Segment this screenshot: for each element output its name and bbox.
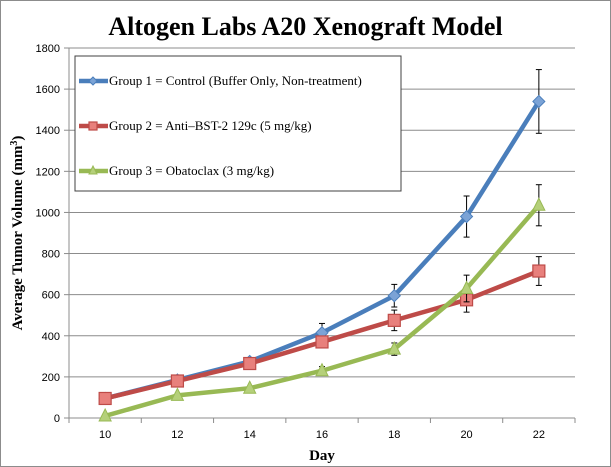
x-tick-label: 20 (460, 429, 472, 441)
series-3 (98, 184, 546, 422)
triangle-marker (459, 280, 474, 294)
triangle-marker (387, 341, 402, 355)
square-marker (315, 335, 329, 349)
diamond-marker (459, 209, 474, 224)
square-marker (98, 391, 112, 406)
triangle-marker (98, 407, 112, 422)
y-tick-label: 400 (42, 331, 60, 343)
triangle-marker (170, 387, 185, 401)
legend-item-3: Group 3 = Obatoclax (3 mg/kg) (79, 163, 274, 178)
square-marker (88, 121, 98, 131)
legend-item-2: Group 2 = Anti–BST-2 129c (5 mg/kg) (79, 118, 312, 133)
legend-label: Group 2 = Anti–BST-2 129c (5 mg/kg) (109, 118, 312, 133)
diamond-marker (387, 288, 401, 303)
triangle-marker (242, 380, 257, 394)
y-tick-label: 0 (54, 413, 60, 425)
y-tick-label: 1000 (36, 207, 60, 219)
y-tick-label: 200 (42, 372, 60, 384)
square-marker (532, 264, 546, 278)
x-tick-label: 10 (99, 429, 111, 441)
y-axis-label: Average Tumor Volume (mm3) (9, 136, 26, 331)
triangle-marker (315, 362, 329, 377)
legend-label: Group 3 = Obatoclax (3 mg/kg) (109, 163, 274, 178)
x-tick-label: 14 (244, 429, 256, 441)
y-tick-label: 800 (42, 249, 60, 261)
legend-label: Group 1 = Control (Buffer Only, Non-trea… (109, 73, 362, 88)
y-tick-label: 1800 (36, 43, 60, 55)
diamond-marker (532, 94, 546, 109)
triangle-marker (88, 164, 98, 175)
triangle-marker (532, 197, 546, 211)
x-tick-label: 16 (316, 429, 328, 441)
y-tick-label: 1200 (36, 166, 60, 178)
y-tick-label: 600 (42, 290, 60, 302)
square-marker (387, 313, 401, 327)
y-tick-label: 1400 (36, 125, 60, 137)
chart-title: Altogen Labs A20 Xenograft Model (108, 12, 503, 41)
y-tick-label: 1600 (36, 84, 60, 96)
legend-box (74, 55, 402, 192)
x-tick-label: 18 (388, 429, 400, 441)
diamond-marker (88, 76, 98, 86)
x-tick-label: 12 (171, 429, 183, 441)
legend-item-1: Group 1 = Control (Buffer Only, Non-trea… (79, 73, 362, 88)
x-tick-label: 22 (533, 429, 545, 441)
x-axis-label: Day (309, 448, 335, 464)
square-marker (170, 374, 185, 388)
square-marker (243, 356, 257, 371)
